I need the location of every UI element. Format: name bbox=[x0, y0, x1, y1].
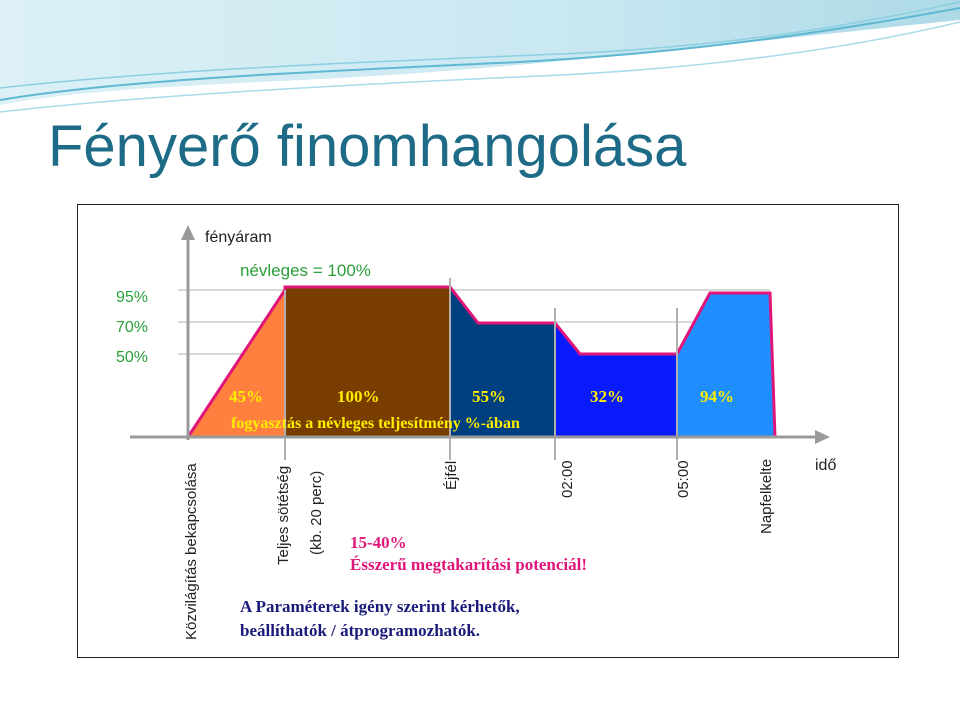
header-wave-decoration bbox=[0, 0, 960, 113]
y-tick-label: 50% bbox=[116, 349, 148, 366]
y-tick-label: 70% bbox=[116, 319, 148, 336]
segment-morning bbox=[677, 293, 775, 437]
segment-label: 45% bbox=[229, 387, 263, 406]
y-axis-arrow bbox=[181, 225, 195, 240]
x-tick-label: Közvilágítás bekapcsolása bbox=[183, 463, 200, 640]
x-tick-label: Napfelkelte bbox=[758, 459, 775, 534]
segment-label: 55% bbox=[472, 387, 506, 406]
x-tick-label: 02:00 bbox=[559, 460, 576, 498]
note-line: beállíthatók / átprogramozhatók. bbox=[240, 621, 480, 640]
consumption-caption: fogyasztás a névleges teljesítmény %-ába… bbox=[231, 415, 520, 432]
x-axis-label: idő bbox=[815, 457, 836, 474]
x-tick-label: (kb. 20 perc) bbox=[308, 471, 325, 555]
x-tick-label: 05:00 bbox=[675, 460, 692, 498]
slide-title: Fényerő finomhangolása bbox=[48, 114, 687, 179]
savings-text: Ésszerű megtakarítási potenciál! bbox=[350, 555, 587, 574]
x-axis-arrow bbox=[815, 430, 830, 444]
y-axis-label: fényáram bbox=[205, 229, 272, 246]
x-tick-label: Éjfél bbox=[443, 461, 460, 490]
savings-percent: 15-40% bbox=[350, 533, 407, 552]
segment-full bbox=[285, 287, 450, 437]
nominal-label: névleges = 100% bbox=[240, 261, 371, 280]
segment-label: 94% bbox=[700, 387, 734, 406]
segment-night bbox=[555, 323, 677, 437]
note-line: A Paraméterek igény szerint kérhetők, bbox=[240, 597, 520, 616]
segment-label: 32% bbox=[590, 387, 624, 406]
x-tick-label: Teljes sötétség bbox=[275, 466, 292, 565]
segment-label: 100% bbox=[337, 387, 380, 406]
y-tick-label: 95% bbox=[116, 289, 148, 306]
